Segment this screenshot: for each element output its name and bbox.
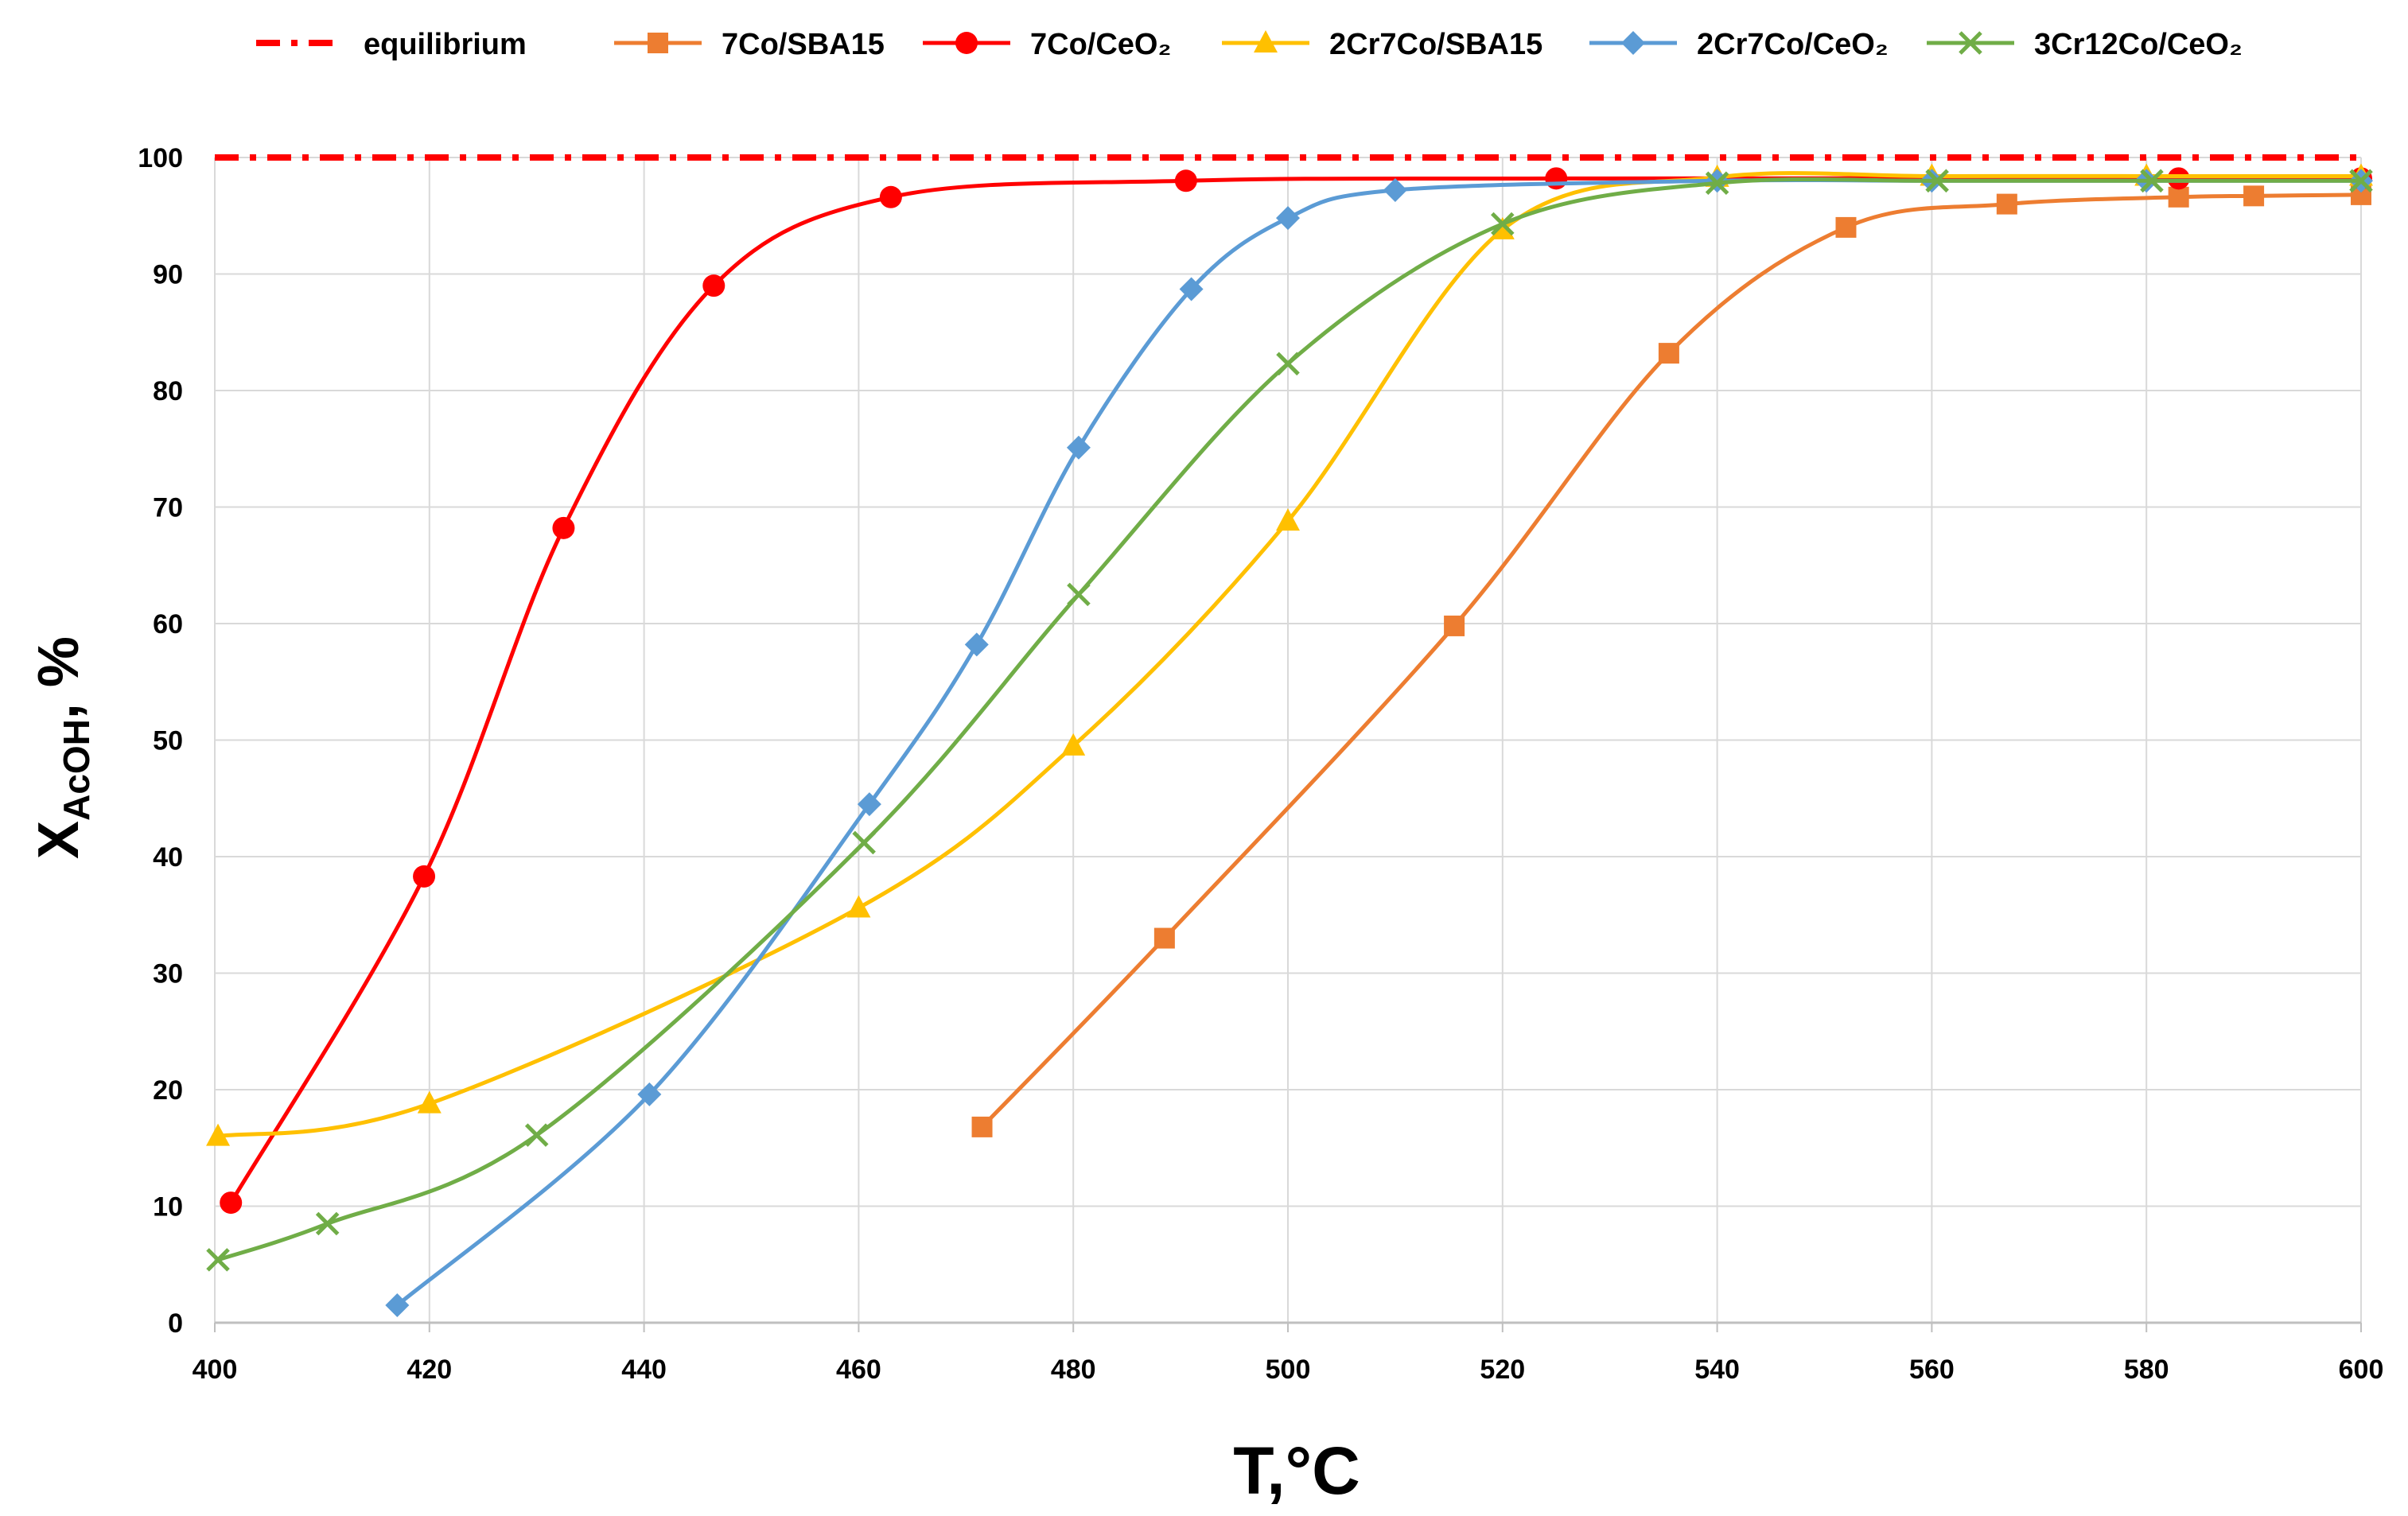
legend-label: 7Co/CeO₂ bbox=[1030, 28, 1171, 61]
data-point bbox=[2167, 167, 2190, 190]
legend-marker bbox=[1254, 30, 1278, 52]
x-tick-label: 420 bbox=[407, 1355, 452, 1385]
data-point bbox=[1066, 435, 1091, 460]
data-point bbox=[315, 1211, 340, 1236]
x-tick-label: 520 bbox=[1480, 1355, 1525, 1385]
legend-item: 7Co/SBA15 bbox=[614, 28, 885, 61]
data-point bbox=[1658, 343, 1679, 364]
data-point bbox=[1276, 508, 1300, 531]
legend-label: 2Cr7Co/SBA15 bbox=[1329, 28, 1542, 61]
data-point bbox=[1545, 167, 1568, 190]
axes: 0 10 20 30 40 50 60 70 80 90 100 400 420 440 460 480 500… bbox=[138, 143, 2383, 1385]
data-point bbox=[1444, 615, 1465, 636]
legend-label: 7Co/SBA15 bbox=[722, 28, 885, 61]
data-point bbox=[1276, 352, 1300, 376]
y-tick-label: 90 bbox=[153, 260, 183, 290]
legend-label: 3Cr12Co/CeO₂ bbox=[2034, 28, 2243, 61]
data-point bbox=[417, 1090, 442, 1114]
data-point bbox=[206, 1123, 231, 1146]
legend-marker bbox=[1621, 31, 1645, 55]
legend-item: 2Cr7Co/SBA15 bbox=[1222, 28, 1542, 61]
data-point bbox=[220, 1191, 243, 1215]
y-axis-title-subscript: AcOH bbox=[56, 719, 97, 821]
x-tick-label: 480 bbox=[1051, 1355, 1096, 1385]
x-tick-label: 500 bbox=[1266, 1355, 1311, 1385]
data-point bbox=[1276, 206, 1300, 231]
legend-item: 2Cr7Co/CeO₂ bbox=[1589, 28, 1889, 61]
data-point bbox=[2168, 186, 2189, 208]
y-tick-label: 70 bbox=[153, 493, 183, 523]
data-point bbox=[857, 792, 881, 817]
data-point bbox=[2349, 169, 2373, 193]
y-tick-label: 20 bbox=[153, 1075, 183, 1106]
data-point bbox=[1179, 277, 1204, 301]
data-point bbox=[1061, 733, 1086, 756]
legend-item: 3Cr12Co/CeO₂ bbox=[1927, 28, 2243, 61]
data-point bbox=[971, 1116, 993, 1137]
series-7co-sba15 bbox=[971, 184, 2371, 1137]
data-point bbox=[879, 185, 902, 208]
legend-marker bbox=[648, 33, 668, 53]
data-point bbox=[1491, 212, 1515, 236]
data-point bbox=[2140, 169, 2164, 193]
data-point bbox=[1174, 169, 1197, 192]
x-tick-label: 560 bbox=[1909, 1355, 1955, 1385]
series-3cr12co-ceo- bbox=[206, 169, 2373, 1272]
y-axis-title-suffix: , % bbox=[27, 636, 91, 719]
y-tick-label: 30 bbox=[153, 959, 183, 989]
legend-marker bbox=[955, 32, 978, 54]
data-point bbox=[1996, 193, 2017, 215]
x-tick-label: 400 bbox=[193, 1355, 238, 1385]
data-point bbox=[1490, 216, 1515, 239]
y-tick-label: 80 bbox=[153, 376, 183, 406]
data-point bbox=[552, 516, 575, 539]
y-tick-label: 50 bbox=[153, 726, 183, 756]
series-layer bbox=[206, 154, 2373, 1318]
y-tick-label: 60 bbox=[153, 609, 183, 639]
data-point bbox=[413, 865, 436, 888]
legend-item: equilibrium bbox=[256, 28, 527, 61]
x-tick-label: 460 bbox=[836, 1355, 881, 1385]
data-point bbox=[1925, 169, 1949, 193]
x-tick-label: 540 bbox=[1694, 1355, 1740, 1385]
grid bbox=[214, 157, 2362, 1324]
data-point bbox=[702, 274, 726, 297]
x-tick-label: 440 bbox=[621, 1355, 667, 1385]
series-line bbox=[217, 171, 2361, 1139]
legend-label: 2Cr7Co/CeO₂ bbox=[1697, 28, 1889, 61]
data-point bbox=[846, 895, 871, 918]
x-tick-label: 600 bbox=[2339, 1355, 2384, 1385]
legend: equilibrium 7Co/SBA15 7Co/CeO₂ 2Cr7Co/SBA15… bbox=[256, 28, 2243, 61]
data-point bbox=[1067, 582, 1091, 607]
data-point bbox=[2243, 185, 2265, 207]
x-axis-title: T,°C bbox=[1233, 1433, 1360, 1508]
data-point bbox=[1835, 216, 1857, 238]
x-tick-label: 580 bbox=[2124, 1355, 2169, 1385]
data-point bbox=[1153, 927, 1175, 949]
legend-marker bbox=[1959, 31, 1982, 55]
data-point bbox=[852, 830, 876, 855]
legend-item: 7Co/CeO₂ bbox=[923, 28, 1171, 61]
data-point bbox=[1705, 171, 1729, 195]
data-point bbox=[1383, 178, 1407, 203]
y-tick-label: 0 bbox=[168, 1308, 183, 1339]
y-tick-label: 10 bbox=[153, 1192, 183, 1223]
y-axis-title: XAcOH, % bbox=[27, 636, 97, 859]
data-point bbox=[206, 1248, 230, 1272]
legend-label: equilibrium bbox=[364, 28, 527, 61]
data-point bbox=[524, 1123, 549, 1147]
y-tick-label: 100 bbox=[138, 143, 183, 173]
data-point bbox=[964, 632, 989, 657]
data-point bbox=[385, 1293, 410, 1318]
y-tick-label: 40 bbox=[153, 842, 183, 873]
data-point bbox=[637, 1082, 662, 1106]
y-axis-title-main: X bbox=[27, 821, 91, 859]
